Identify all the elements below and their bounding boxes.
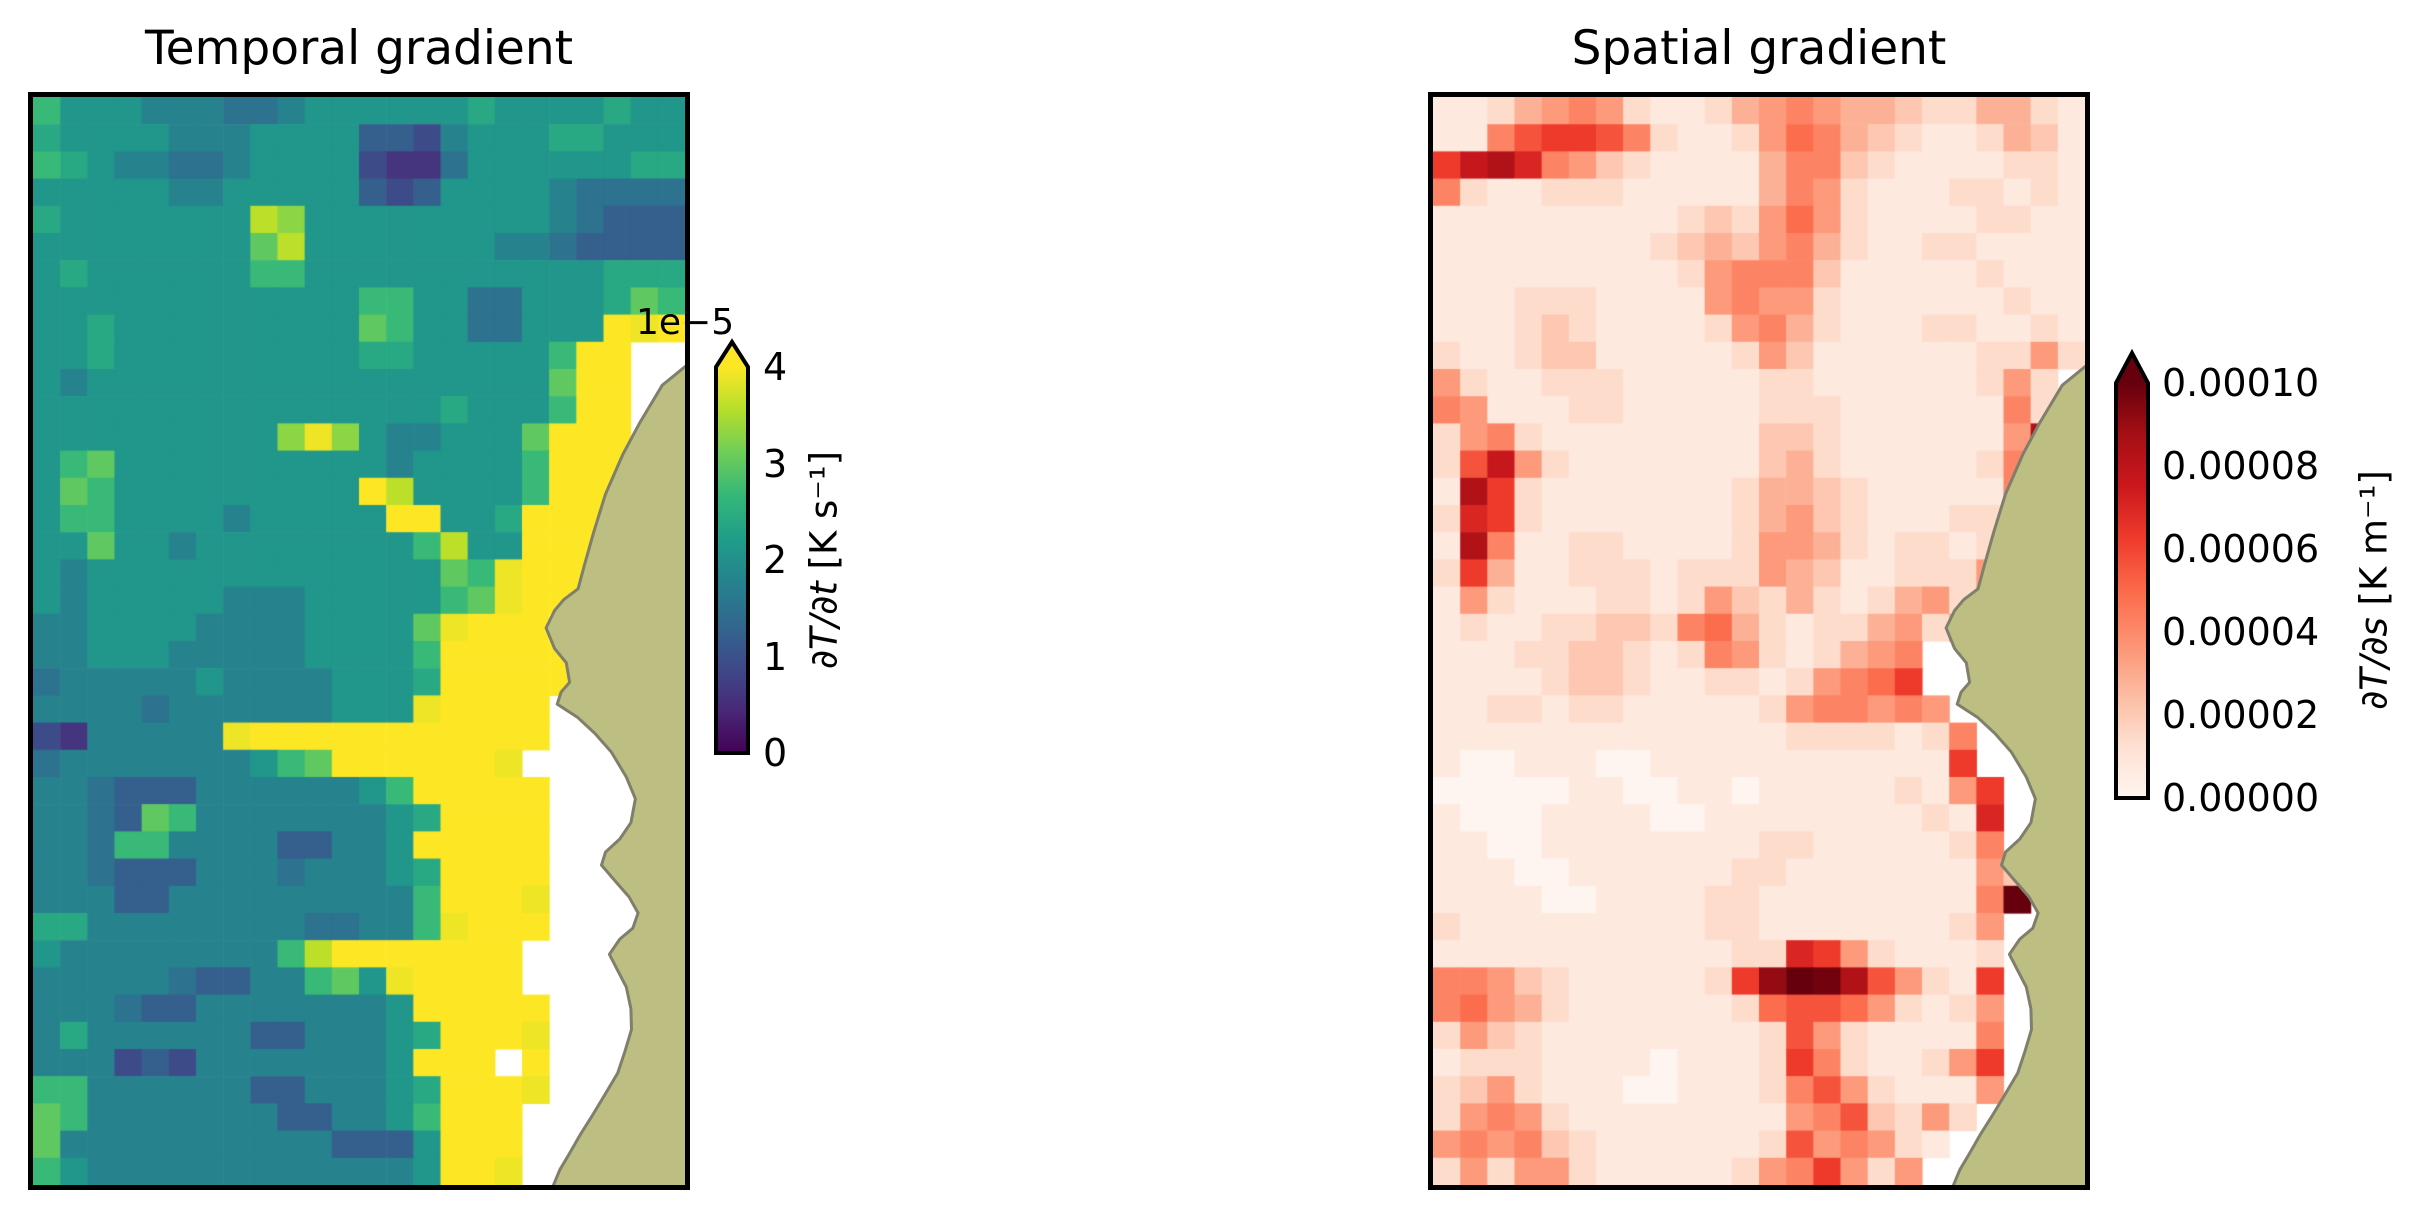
colorbar-outline [714, 338, 750, 755]
colorbar-spatial [2114, 348, 2150, 800]
colorbar-temporal [714, 338, 750, 755]
colorbar-tick-label: 1 [763, 634, 788, 679]
colorbar-label-units: [K s⁻¹] [802, 450, 846, 582]
colorbar-tick-label: 0.00008 [2162, 444, 2320, 488]
heatmap-panel-temporal [28, 92, 690, 1190]
colorbar-label-math: ∂T/∂t [802, 581, 846, 670]
coastline-path [544, 364, 685, 1185]
colorbar-gradient [2116, 383, 2148, 798]
colorbar-tick-label: 0.00006 [2162, 527, 2320, 571]
colorbar-label-temporal: ∂T/∂t [K s⁻¹] [803, 451, 846, 669]
heatmap-panel-spatial [1428, 92, 2090, 1190]
colorbar-offset-label: 1e−5 [636, 302, 735, 343]
colorbar-label-spatial: ∂T/∂s [K m⁻¹] [2353, 470, 2396, 710]
colorbar-tick-label: 0.00000 [2162, 776, 2320, 820]
colorbar-tick-label: 0.00010 [2162, 361, 2320, 405]
colorbar-label-units: [K m⁻¹] [2352, 470, 2396, 618]
colorbar-tick-label: 0.00002 [2162, 693, 2320, 737]
panel-title-spatial: Spatial gradient [1571, 21, 1947, 76]
coastline-path [1944, 364, 2085, 1185]
colorbar-tick-label: 4 [763, 345, 788, 389]
panel-title-temporal: Temporal gradient [144, 21, 574, 76]
colorbar-tick-label: 3 [763, 441, 788, 486]
colorbar-label-math: ∂T/∂s [2352, 617, 2396, 710]
colorbar-tick-label: 0.00004 [2162, 610, 2320, 654]
land-overlay [544, 364, 685, 1185]
colorbar-outline [2114, 348, 2150, 800]
colorbar-extend-arrow [716, 342, 748, 367]
colorbar-extend-arrow [2116, 353, 2148, 383]
colorbar-tick-label: 2 [763, 538, 788, 582]
colorbar-tick-label: 0 [763, 731, 788, 775]
colorbar-gradient [716, 367, 748, 753]
land-overlay [1944, 364, 2085, 1185]
